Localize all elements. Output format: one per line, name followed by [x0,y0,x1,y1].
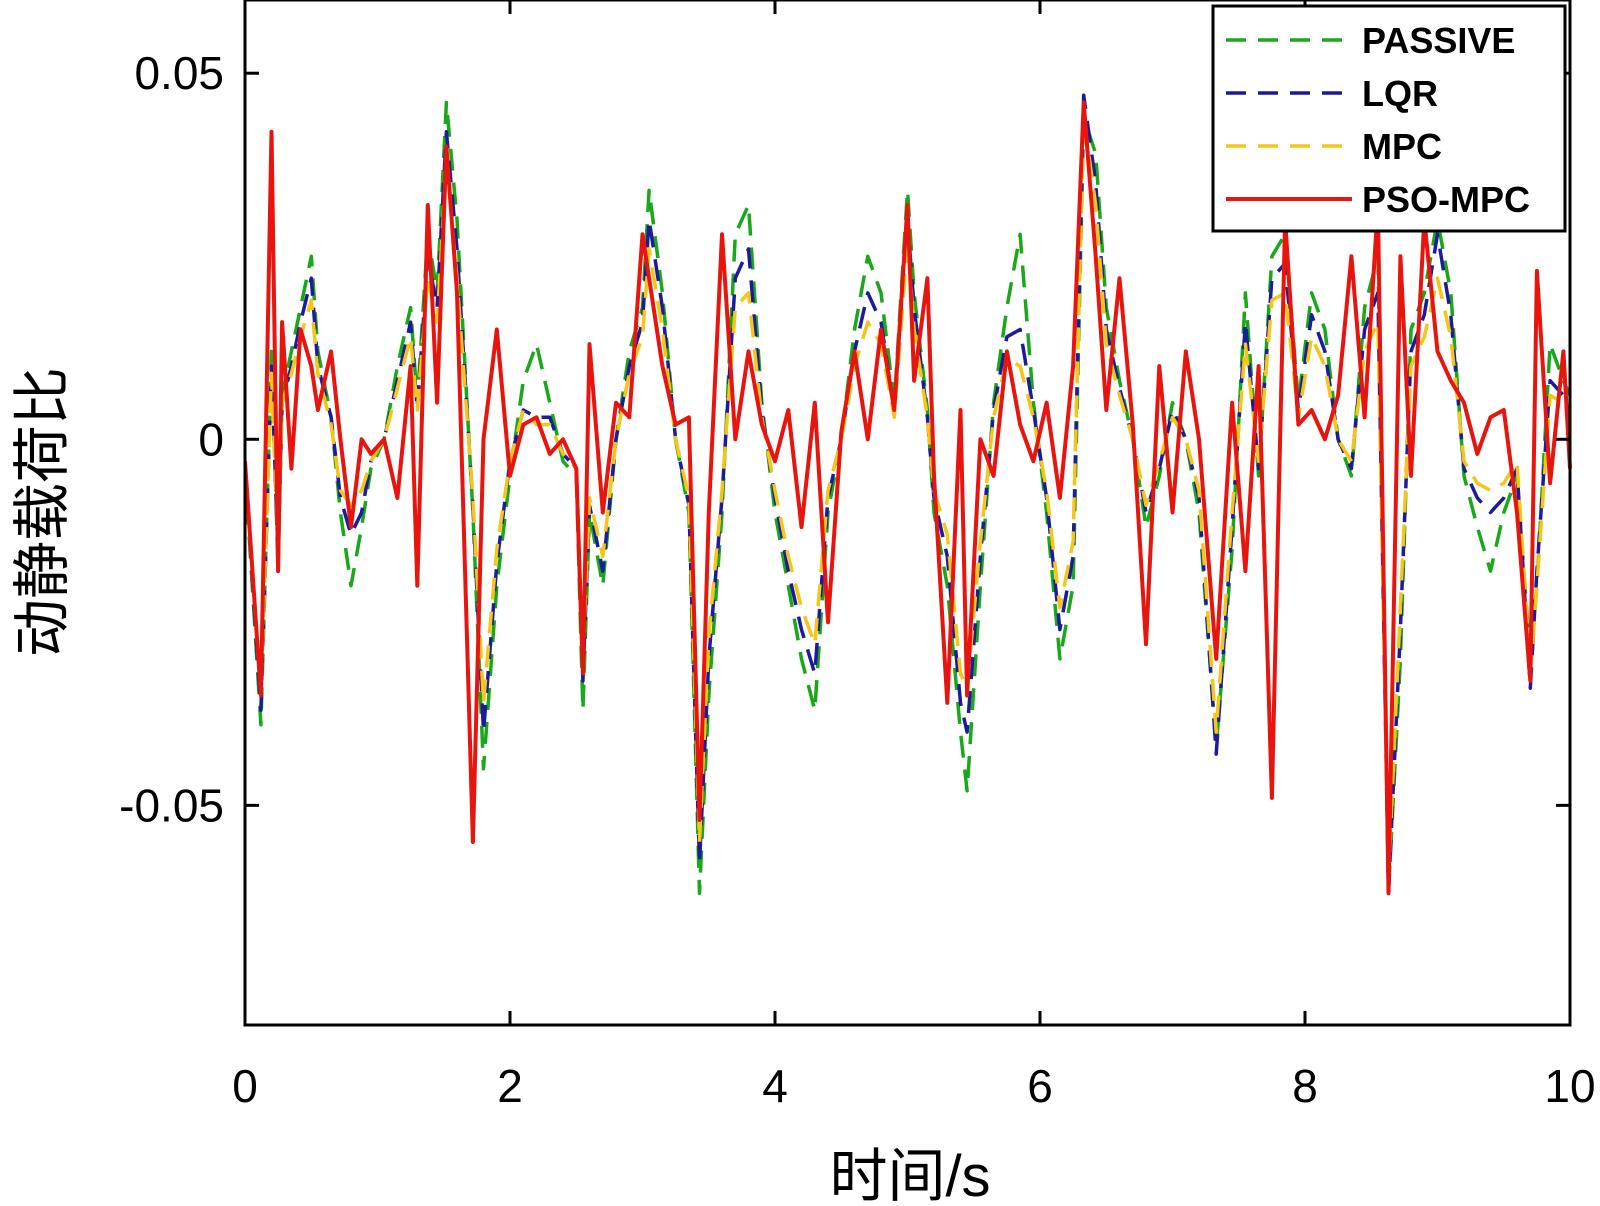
legend-label: PSO-MPC [1362,179,1530,220]
series-line-pso-mpc [244,100,1572,896]
x-tick-label: 8 [1292,1060,1318,1112]
y-tick-label: 0.05 [134,47,224,99]
y-tick-label: -0.05 [119,779,224,831]
legend-box [1211,4,1567,233]
plot-area-frame [243,0,1572,1027]
legend: PASSIVE LQR MPC PSO-MPC [1211,4,1567,233]
legend-label: MPC [1362,126,1442,167]
legend-label: LQR [1362,73,1438,114]
x-tick-label: 0 [232,1060,258,1112]
series-line-passive [244,100,1572,895]
x-axis-title: 时间/s [829,1144,990,1206]
x-tick-label: 10 [1544,1060,1595,1112]
x-tick-label: 2 [497,1060,523,1112]
x-tick-label: 6 [1027,1060,1053,1112]
series-layer [244,93,1572,896]
legend-label: PASSIVE [1362,20,1515,61]
y-tick-label: 0 [198,413,224,465]
series-line-lqr [244,93,1572,895]
y-axis: -0.05 0 0.05 [119,47,1570,831]
y-axis-title: 动静载荷比 [10,367,75,657]
x-axis: 0 2 4 6 8 10 [232,0,1596,1112]
x-tick-label: 4 [762,1060,788,1112]
